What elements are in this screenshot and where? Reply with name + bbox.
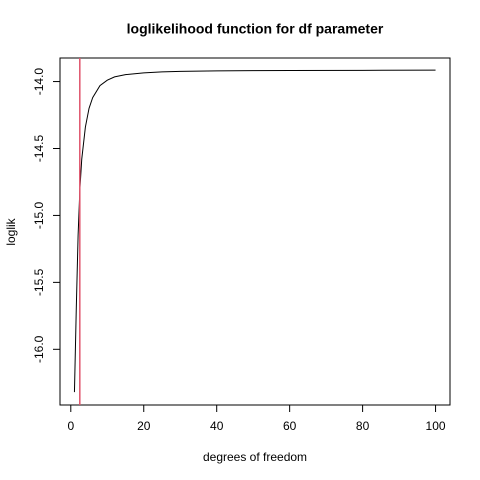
- y-tick-label: -14.5: [32, 135, 46, 163]
- x-tick-label: 60: [283, 419, 297, 433]
- line: [73, 69, 436, 393]
- x-tick-label: 40: [210, 419, 224, 433]
- x-tick-label: 100: [426, 419, 446, 433]
- y-tick-label: -16.0: [32, 335, 46, 363]
- x-tick-label: 20: [137, 419, 151, 433]
- x-axis-label: degrees of freedom: [203, 450, 307, 464]
- y-axis-label: loglik: [4, 217, 18, 245]
- y-tick-label: -15.0: [32, 201, 46, 229]
- chart-title: loglikelihood function for df parameter: [127, 21, 384, 37]
- x-tick-label: 80: [356, 419, 370, 433]
- x-tick-label: 0: [67, 419, 74, 433]
- plot-box: [59, 57, 451, 406]
- y-tick-label: -15.5: [32, 268, 46, 296]
- y-tick-label: -14.0: [32, 68, 46, 96]
